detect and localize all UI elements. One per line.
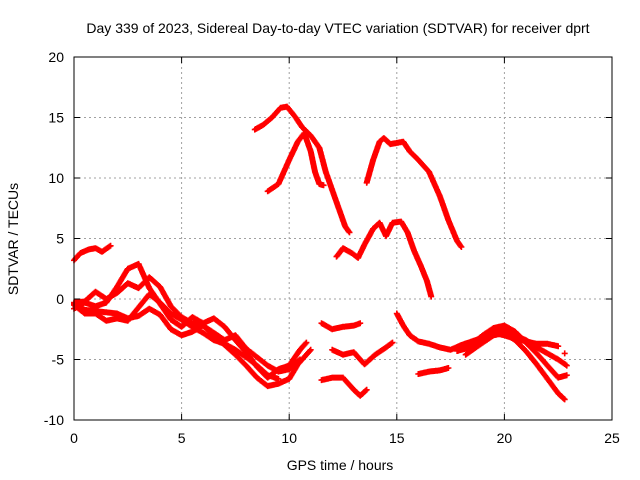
- x-tick-label: 10: [281, 430, 297, 446]
- x-tick-label: 0: [70, 430, 78, 446]
- series-s9: [363, 135, 465, 250]
- data-points: [71, 103, 570, 403]
- y-tick-label: 0: [56, 291, 64, 307]
- series-markers: [251, 103, 353, 236]
- y-tick-label: -10: [44, 412, 64, 428]
- y-tick-label: -5: [52, 352, 65, 368]
- x-tick-label: 5: [178, 430, 186, 446]
- series-s17: [458, 322, 570, 381]
- axis-ticks: 0 5 10 15 20 25 -10 -5 0 5 10 15 20: [44, 49, 620, 446]
- y-tick-label: 5: [56, 231, 64, 247]
- x-tick-label: 20: [497, 430, 513, 446]
- x-axis-label: GPS time / hours: [287, 457, 394, 473]
- series-markers: [329, 339, 396, 368]
- grid-lines: [74, 57, 612, 420]
- series-markers: [363, 135, 465, 250]
- series-s8: [333, 218, 435, 300]
- series-markers: [462, 329, 568, 403]
- series-s16: [462, 329, 568, 403]
- series-markers: [333, 218, 435, 300]
- series-markers: [415, 365, 452, 377]
- y-tick-label: 15: [48, 110, 64, 126]
- series-s10: [318, 320, 364, 333]
- x-tick-label: 15: [389, 430, 405, 446]
- y-axis-label: SDTVAR / TECUs: [5, 183, 21, 295]
- y-tick-label: 20: [48, 49, 64, 65]
- y-tick-label: 10: [48, 170, 64, 186]
- series-s11: [318, 374, 370, 399]
- series-s7: [264, 130, 327, 195]
- series-markers: [561, 350, 568, 357]
- series-s12: [329, 339, 396, 368]
- series-s14: [415, 365, 452, 377]
- chart-title: Day 339 of 2023, Sidereal Day-to-day VTE…: [86, 20, 589, 36]
- series-markers: [264, 130, 327, 195]
- x-tick-label: 25: [604, 430, 620, 446]
- series-markers: [318, 320, 364, 333]
- series-s18: [561, 350, 568, 357]
- series-markers: [458, 322, 570, 381]
- series-s6: [251, 103, 353, 236]
- series-markers: [318, 374, 370, 399]
